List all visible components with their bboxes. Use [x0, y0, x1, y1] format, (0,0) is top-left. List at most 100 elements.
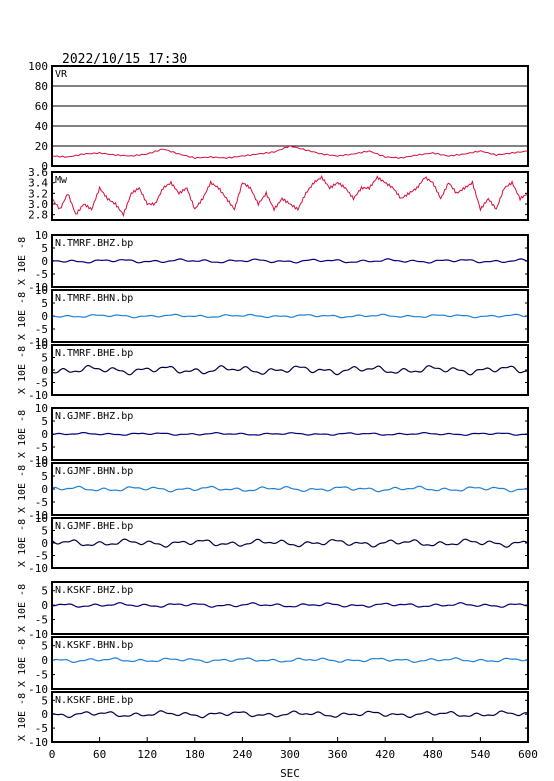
y-tick-label: 5: [41, 297, 48, 310]
y-tick-label: 5: [41, 242, 48, 255]
y-tick-label: 80: [35, 80, 48, 93]
panel-frame: [51, 344, 529, 396]
y-tick-label: -10: [28, 454, 48, 467]
y-tick-label: 0: [41, 654, 48, 667]
y-tick-label: 5: [41, 352, 48, 365]
unit-label: X 10E -8: [17, 346, 28, 394]
panel-frame: [51, 234, 529, 288]
y-tick-label: 20: [35, 140, 48, 153]
y-tick-label: 0: [41, 255, 48, 268]
unit-label: X 10E -8: [17, 584, 28, 632]
y-tick-label: 10: [35, 512, 48, 525]
y-tick-label: -5: [35, 669, 48, 682]
panel-label: N.KSKF.BHN.bp: [55, 640, 133, 651]
y-tick-label: 0: [41, 599, 48, 612]
y-tick-label: 100: [28, 60, 48, 73]
x-tick-label: 540: [470, 748, 490, 761]
y-tick-label: 10: [35, 284, 48, 297]
y-tick-label: -10: [28, 683, 48, 696]
y-tick-label: 5: [41, 585, 48, 598]
chart-title: 2022/10/15 17:30: [62, 52, 187, 67]
panel-label: Mw: [55, 175, 68, 186]
series-line-N.KSKF.BHE.bp: [51, 710, 529, 719]
y-tick-label: -10: [28, 389, 48, 402]
series-line-N.GJMF.BHE.bp: [51, 538, 529, 548]
y-tick-label: 5: [41, 694, 48, 707]
series-line-N.KSKF.BHN.bp: [51, 657, 529, 664]
unit-label: X 10E -8: [17, 465, 28, 513]
panel-frame: [51, 581, 529, 635]
y-tick-label: 0: [41, 537, 48, 550]
x-tick-label: 360: [328, 748, 348, 761]
series-line-N.TMRF.BHN.bp: [52, 313, 529, 319]
unit-label: X 10E -8: [17, 237, 28, 285]
panel-label: N.GJMF.BHZ.bp: [55, 411, 133, 422]
y-tick-label: 0: [41, 428, 48, 441]
panel-0: 100 80 60 40 20 0 VR: [28, 60, 529, 173]
x-tick-label: 0: [49, 748, 56, 761]
y-tick-label: -5: [35, 441, 48, 454]
panel-label: N.TMRF.BHN.bp: [55, 293, 133, 304]
x-tick-label: 480: [423, 748, 443, 761]
y-tick-label: 0: [41, 160, 48, 173]
y-tick-label: 3.6: [28, 166, 48, 179]
y-tick-label: -5: [35, 722, 48, 735]
y-tick-label: 0: [41, 708, 48, 721]
panel-label: N.KSKF.BHZ.bp: [55, 585, 133, 596]
panel-frame: [51, 517, 529, 569]
panel-frame: [51, 289, 529, 343]
unit-label: X 10E -8: [17, 410, 28, 458]
panel-10: 50-5-10 N.KSKF.BHE.bp X 10E -8: [17, 691, 529, 749]
x-tick-label: 240: [232, 748, 252, 761]
panel-frame: [51, 171, 529, 221]
series-line-N.GJMF.BHZ.bp: [51, 431, 529, 436]
y-tick-label: 3.0: [28, 198, 48, 211]
series-line-N.GJMF.BHN.bp: [51, 485, 529, 493]
panel-label: N.TMRF.BHZ.bp: [55, 238, 133, 249]
y-tick-label: -10: [28, 509, 48, 522]
y-tick-label: 5: [41, 415, 48, 428]
y-tick-label: -10: [28, 736, 48, 749]
x-tick-label: 60: [93, 748, 106, 761]
panels: 100806040200VR3.63.43.23.02.8Mw1050-5-10…: [17, 60, 529, 749]
y-tick-label: 0: [41, 483, 48, 496]
unit-label: X 10E -8: [17, 519, 28, 567]
y-tick-label: 10: [35, 402, 48, 415]
x-axis: 0 60 120 180 240 300 360 420 480 540 600: [49, 737, 538, 761]
panel-label: N.TMRF.BHE.bp: [55, 348, 133, 359]
x-axis-label: SEC: [280, 767, 300, 780]
x-tick-label: 120: [137, 748, 157, 761]
panel-8: 50 -5-10 N.KSKF.BHZ.bp X 10E -8: [17, 581, 529, 641]
y-tick-label: -5: [35, 496, 48, 509]
y-tick-label: -10: [28, 281, 48, 294]
panel-frame: [51, 407, 529, 461]
x-tick-label: 180: [185, 748, 205, 761]
y-tick-label: -10: [28, 628, 48, 641]
panel-frame: [51, 462, 529, 516]
y-tick-label: 0: [41, 364, 48, 377]
y-tick-label: -5: [35, 377, 48, 390]
y-tick-label: -10: [28, 562, 48, 575]
panel-label: N.GJMF.BHN.bp: [55, 466, 133, 477]
y-tick-label: -5: [35, 268, 48, 281]
unit-label: X 10E -8: [17, 693, 28, 741]
panel-9: 50 -5-10 N.KSKF.BHN.bp X 10E -8: [17, 636, 529, 696]
series-line-Mw: [51, 174, 529, 218]
panel-frame: [51, 65, 529, 167]
series-line-VR: [51, 144, 528, 160]
unit-label: X 10E -8: [17, 292, 28, 340]
y-tick-label: -5: [35, 614, 48, 627]
y-tick-label: 60: [35, 100, 48, 113]
panel-label: VR: [55, 69, 68, 80]
y-tick-label: 3.2: [28, 187, 48, 200]
panel-1: 3.63.43.23.02.8 Mw: [28, 166, 529, 222]
x-tick-label: 420: [375, 748, 395, 761]
y-tick-label: 10: [35, 229, 48, 242]
panel-label: N.GJMF.BHE.bp: [55, 521, 133, 532]
y-tick-label: 3.4: [28, 177, 48, 190]
